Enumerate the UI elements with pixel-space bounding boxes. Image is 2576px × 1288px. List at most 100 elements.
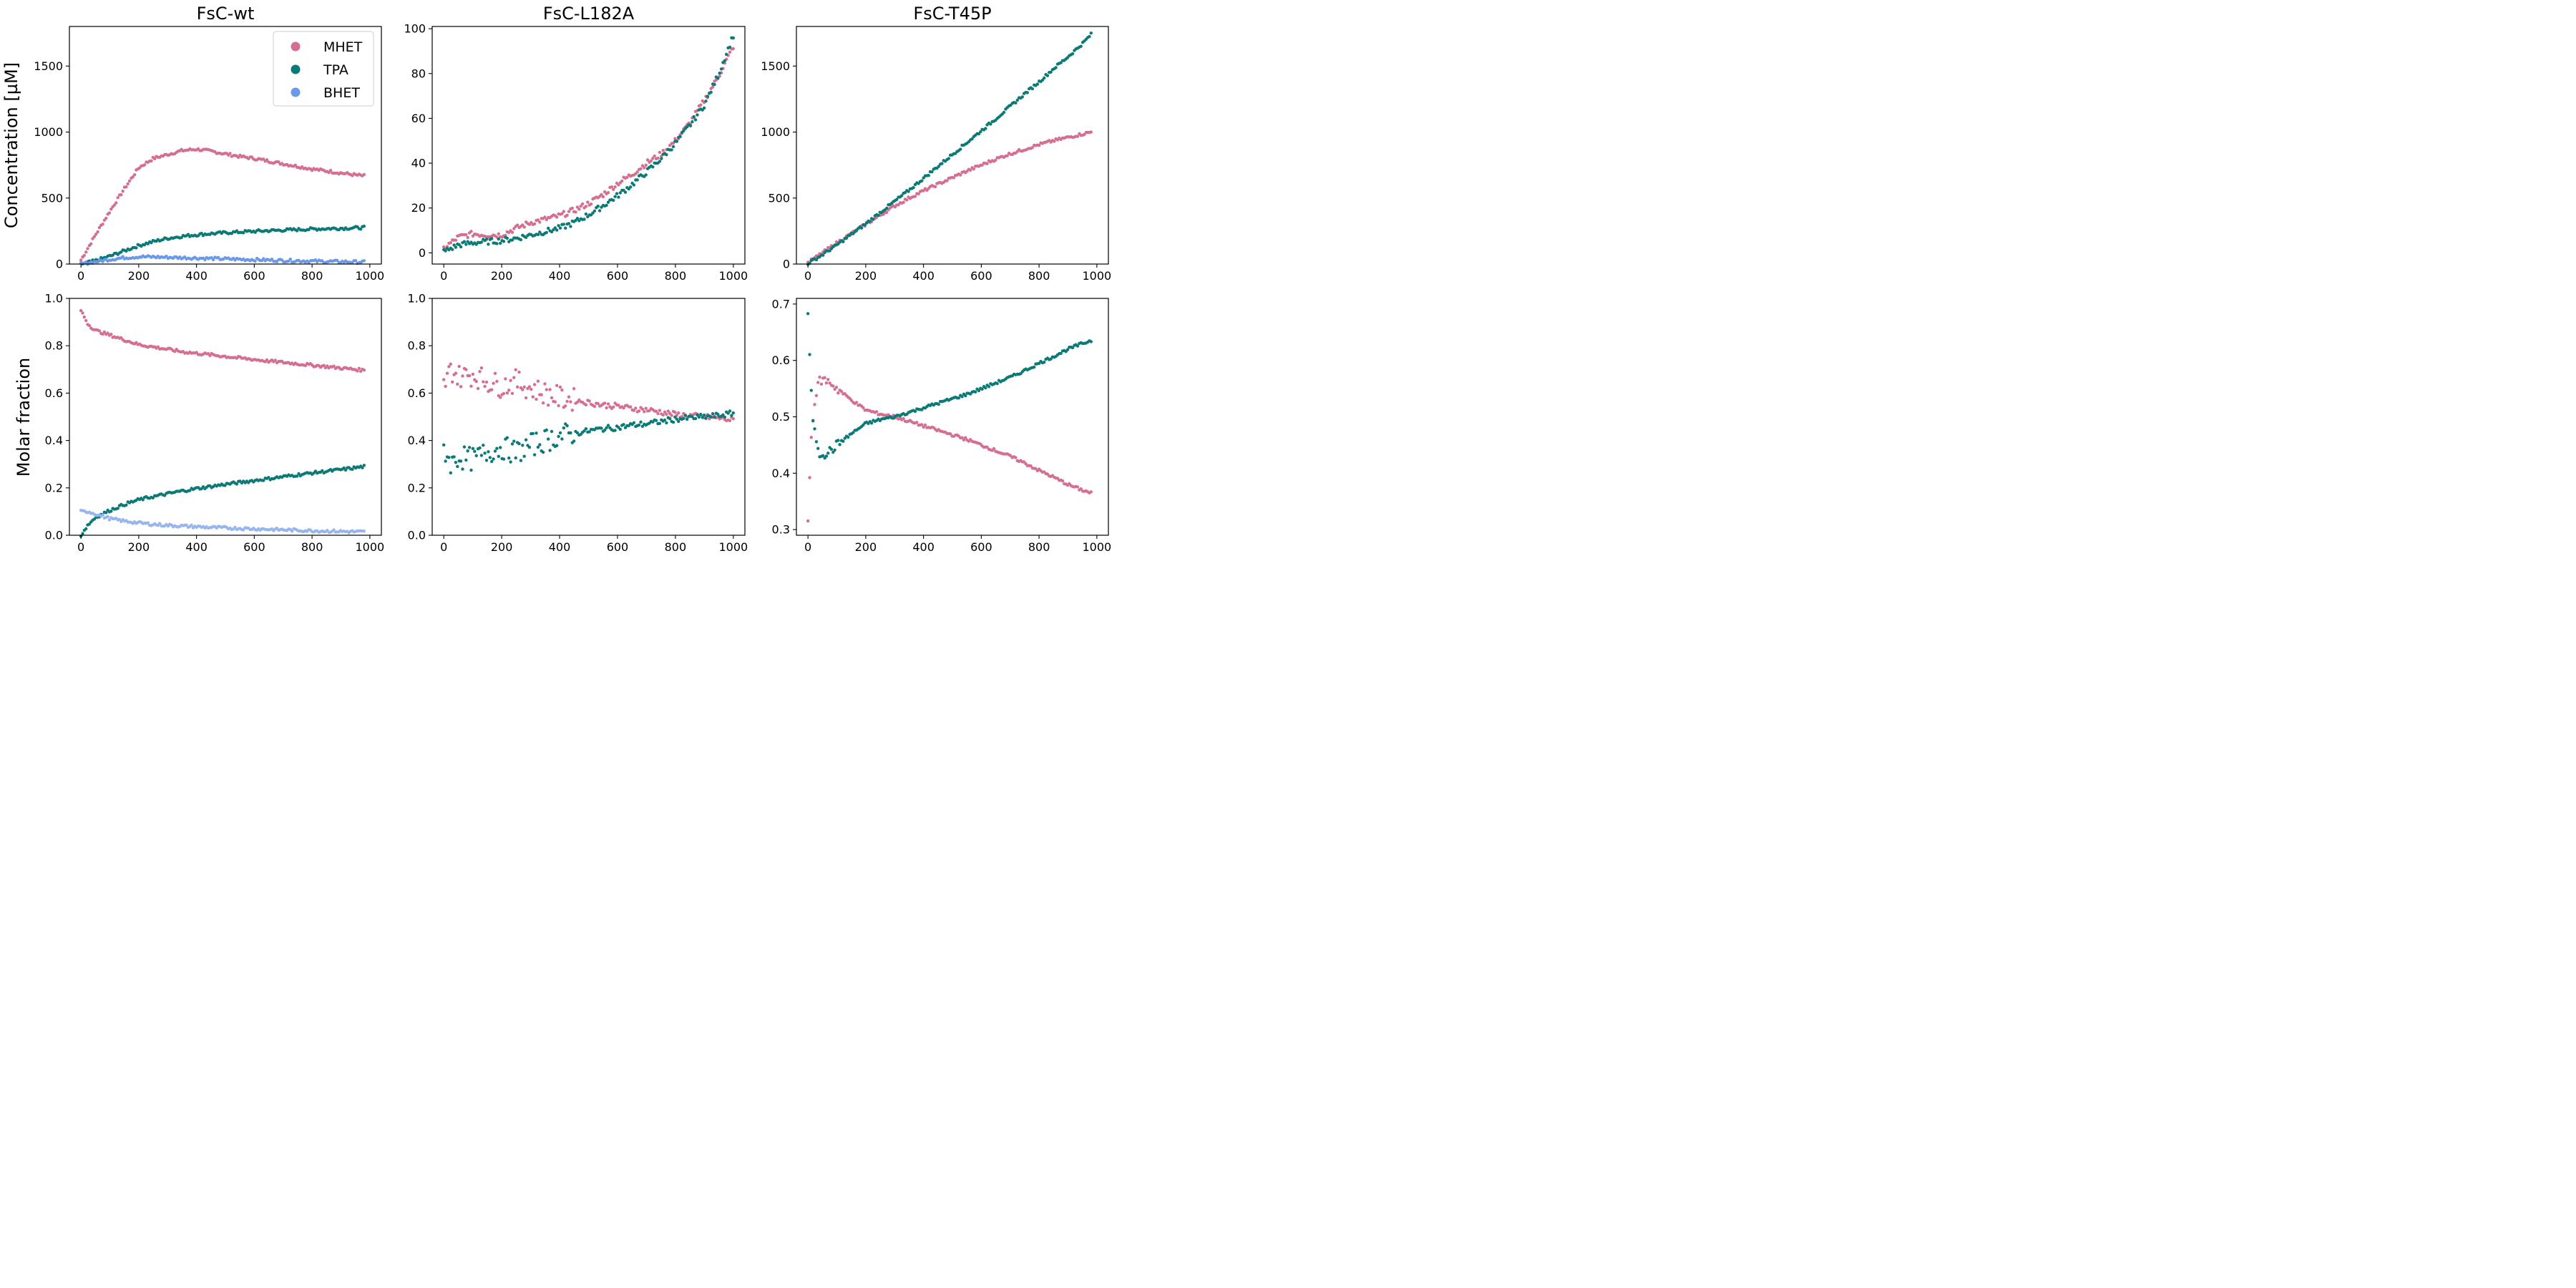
point-mhet: [960, 436, 964, 439]
point-bhet: [117, 517, 122, 522]
point-tpa: [521, 444, 525, 447]
point-tpa: [907, 190, 910, 193]
point-mhet: [512, 227, 516, 230]
point-tpa: [692, 114, 696, 119]
axes-frame: [431, 26, 746, 265]
point-mhet: [273, 358, 277, 362]
point-tpa: [615, 192, 619, 195]
point-mhet: [153, 157, 157, 161]
axes-frame: [796, 26, 1109, 265]
point-mhet: [471, 372, 475, 376]
point-tpa: [200, 231, 203, 235]
point-tpa: [723, 59, 726, 63]
x-tick-label: 600: [607, 269, 629, 283]
point-mhet: [640, 407, 645, 411]
point-tpa: [517, 441, 521, 446]
panel-4: 0 200 400 600 800 1000 0.0 0.2 0.4 0.6 0.8 1.0: [45, 292, 385, 555]
point-mhet: [613, 185, 617, 189]
point-tpa: [826, 452, 830, 455]
point-tpa: [731, 411, 735, 415]
x-tick-label: 1000: [718, 269, 748, 283]
point-tpa: [550, 230, 554, 234]
point-mhet: [632, 409, 636, 412]
point-mhet: [677, 411, 680, 415]
point-tpa: [512, 439, 516, 443]
point-mhet: [82, 253, 87, 258]
point-tpa: [569, 225, 572, 228]
point-tpa: [582, 429, 586, 433]
x-tick-label: 600: [243, 540, 265, 554]
point-mhet: [673, 411, 677, 414]
point-tpa: [519, 459, 523, 462]
point-tpa: [632, 421, 636, 424]
y-tick-label: 1500: [34, 59, 63, 73]
x-tick-label: 1000: [1082, 540, 1111, 554]
row-label-concentration: Concentration [µM]: [1, 62, 21, 228]
point-mhet: [449, 362, 452, 366]
point-mhet: [469, 230, 473, 233]
point-tpa: [135, 246, 138, 250]
y-tick-label: 0.4: [408, 434, 426, 447]
point-mhet: [555, 215, 559, 219]
point-tpa: [696, 413, 699, 417]
point-tpa: [702, 413, 706, 417]
point-bhet: [106, 514, 109, 519]
point-tpa: [688, 124, 693, 127]
point-mhet: [532, 222, 537, 225]
point-tpa: [964, 394, 967, 398]
panel-1: FsC-wt 0 200 400 600 800 1000 0 500 1000 1500: [34, 4, 384, 283]
point-tpa: [565, 424, 569, 428]
panel-title: FsC-L182A: [543, 4, 635, 24]
point-tpa: [725, 52, 728, 57]
point-mhet: [915, 421, 919, 424]
point-tpa: [493, 449, 497, 453]
point-bhet: [362, 530, 366, 533]
axes-frame: [431, 298, 746, 536]
point-tpa: [560, 437, 564, 441]
y-tick-label: 0.4: [45, 434, 63, 447]
point-bhet: [84, 260, 88, 264]
point-tpa: [473, 449, 477, 453]
point-tpa: [959, 147, 962, 151]
point-mhet: [625, 175, 629, 179]
point-tpa: [343, 468, 348, 472]
point-mhet: [469, 384, 473, 388]
point-bhet: [332, 528, 336, 532]
point-tpa: [814, 440, 819, 444]
point-tpa: [709, 415, 713, 419]
point-mhet: [490, 388, 494, 391]
point-tpa: [1059, 61, 1063, 64]
x-tick-label: 200: [491, 540, 513, 554]
point-mhet: [502, 391, 506, 396]
point-tpa: [592, 209, 597, 213]
point-tpa: [806, 312, 810, 316]
y-tick-label: 0.6: [408, 386, 426, 400]
point-mhet: [543, 215, 547, 219]
y-tick-label: 1000: [34, 125, 63, 139]
point-mhet: [816, 381, 820, 384]
point-tpa: [730, 414, 733, 417]
point-mhet: [920, 423, 924, 426]
point-mhet: [592, 404, 597, 409]
point-tpa: [81, 532, 84, 535]
point-bhet: [253, 259, 257, 263]
point-mhet: [454, 238, 458, 242]
point-tpa: [693, 416, 698, 421]
point-mhet: [560, 212, 564, 215]
y-tick-label: 500: [768, 191, 790, 205]
point-mhet: [92, 235, 97, 238]
point-mhet: [493, 371, 497, 375]
point-mhet: [106, 331, 109, 335]
point-tpa: [623, 190, 628, 194]
point-mhet: [303, 364, 307, 368]
point-mhet: [952, 176, 956, 180]
point-tpa: [535, 431, 538, 435]
y-tick-label: 0.8: [45, 339, 63, 353]
y-tick-label: 0.3: [772, 523, 790, 537]
point-tpa: [116, 507, 119, 510]
point-mhet: [569, 400, 572, 404]
point-mhet: [322, 364, 326, 367]
point-mhet: [553, 400, 557, 404]
point-tpa: [141, 498, 145, 502]
point-mhet: [126, 182, 130, 186]
